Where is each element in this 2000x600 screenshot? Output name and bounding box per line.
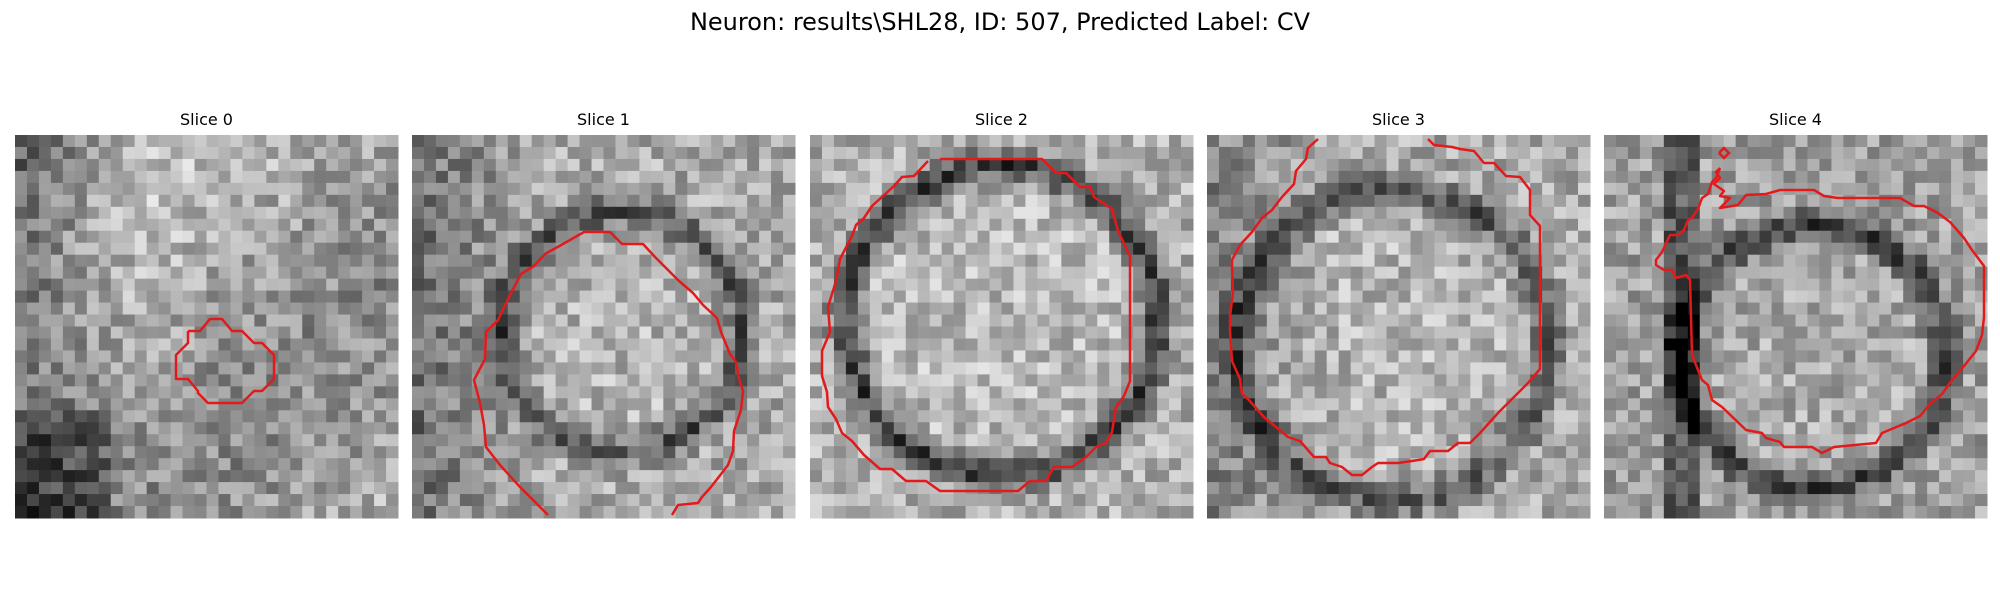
- panel-title-slice-4: Slice 4: [1769, 110, 1822, 129]
- contour-slice-3: [1228, 138, 1542, 477]
- panel-slice-4: [1604, 135, 1988, 519]
- grayscale-image-slice-3: [1207, 135, 1591, 519]
- grayscale-image-slice-1: [412, 135, 796, 519]
- panel-title-slice-0: Slice 0: [180, 110, 233, 129]
- grayscale-image-slice-2: [810, 135, 1194, 519]
- contour-slice-1: [472, 230, 745, 516]
- figure-title: Neuron: results\SHL28, ID: 507, Predicte…: [689, 8, 1311, 36]
- panel-title-slice-1: Slice 1: [577, 110, 630, 129]
- panel-slice-2: [810, 135, 1194, 519]
- contour-slice-2: [820, 157, 1132, 493]
- panel-slice-1: [412, 135, 796, 519]
- contour-slice-4: [1654, 167, 1986, 455]
- panel-slice-0: [15, 135, 399, 519]
- grayscale-image-slice-4: [1604, 135, 1988, 519]
- contour-slice-0: [174, 317, 276, 405]
- grayscale-image-slice-0: [15, 135, 399, 519]
- panel-title-slice-2: Slice 2: [975, 110, 1028, 129]
- panel-title-slice-3: Slice 3: [1372, 110, 1425, 129]
- contour-slice-4-small-loop: [1718, 146, 1731, 160]
- panel-slice-3: [1207, 135, 1591, 519]
